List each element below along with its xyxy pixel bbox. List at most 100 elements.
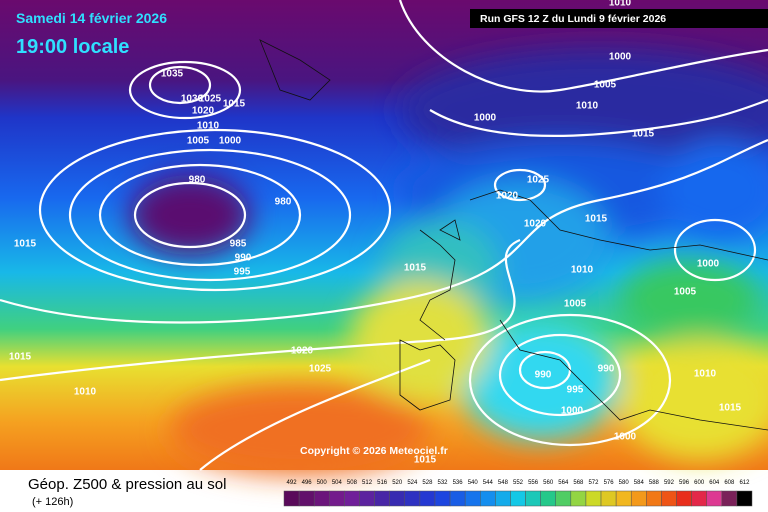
isobar-label: 1005 bbox=[187, 136, 210, 147]
scale-label: 556 bbox=[528, 480, 539, 486]
scale-label: 540 bbox=[468, 480, 479, 486]
scale-label: 612 bbox=[739, 480, 750, 486]
isobar-label: 1000 bbox=[697, 259, 720, 270]
time: 19:00 locale bbox=[16, 36, 129, 58]
scale-swatch bbox=[585, 490, 602, 507]
scale-swatch bbox=[510, 490, 526, 507]
scale-label: 560 bbox=[543, 480, 554, 486]
scale-label: 492 bbox=[287, 480, 298, 486]
lead-time: (+ 126h) bbox=[32, 496, 73, 508]
scale-label: 520 bbox=[392, 480, 403, 486]
isobar-label: 1000 bbox=[561, 406, 584, 417]
scale-label: 576 bbox=[604, 480, 615, 486]
scale-label: 568 bbox=[573, 480, 584, 486]
copyright: Copyright © 2026 Meteociel.fr bbox=[300, 445, 448, 457]
scale-swatch bbox=[283, 490, 300, 507]
scale-label: 532 bbox=[438, 480, 449, 486]
isobar-label: 1035 bbox=[161, 69, 184, 80]
scale-swatch bbox=[464, 490, 481, 507]
scale-label: 524 bbox=[407, 480, 418, 486]
scale-swatch bbox=[374, 490, 390, 507]
isobar-label: 985 bbox=[230, 239, 247, 250]
scale-swatch bbox=[555, 490, 572, 507]
isobar-label: 1025 bbox=[527, 175, 550, 186]
isobars bbox=[0, 0, 768, 470]
scale-label: 604 bbox=[709, 480, 720, 486]
isobar-label: 1020 bbox=[291, 346, 314, 357]
isobar-label: 990 bbox=[235, 253, 252, 264]
scale-swatch bbox=[449, 490, 466, 507]
scale-label: 508 bbox=[347, 480, 358, 486]
scale-label: 584 bbox=[634, 480, 645, 486]
isobar-label: 1005 bbox=[674, 287, 697, 298]
scale-label: 536 bbox=[453, 480, 464, 486]
scale-swatch bbox=[434, 490, 451, 507]
isobar-label: 1010 bbox=[571, 265, 594, 276]
scale-label: 512 bbox=[362, 480, 373, 486]
isobar-label: 990 bbox=[598, 364, 615, 375]
scale-label: 528 bbox=[422, 480, 433, 486]
isobar-label: 1010 bbox=[197, 121, 220, 132]
scale-swatch bbox=[359, 490, 375, 507]
isobar-label: 1010 bbox=[694, 369, 717, 380]
scale-label: 580 bbox=[619, 480, 630, 486]
isobar-label: 980 bbox=[189, 175, 206, 186]
scale-swatch bbox=[313, 490, 330, 507]
scale-label: 564 bbox=[558, 480, 569, 486]
isobar-label: 1020 bbox=[192, 106, 215, 117]
scale-swatch bbox=[630, 490, 647, 507]
coastlines bbox=[259, 39, 768, 431]
scale-swatch bbox=[344, 490, 360, 507]
isobar-label: 1000 bbox=[474, 113, 497, 124]
isobar-label: 1015 bbox=[404, 263, 427, 274]
scale-swatch bbox=[298, 490, 315, 507]
scale-label: 504 bbox=[332, 480, 343, 486]
isobar-label: 1015 bbox=[632, 129, 655, 140]
scale-label: 496 bbox=[302, 480, 313, 486]
scale-swatch bbox=[600, 490, 617, 507]
scale-swatch bbox=[706, 490, 723, 507]
scale-label: 596 bbox=[679, 480, 690, 486]
isobar-label: 1015 bbox=[585, 214, 608, 225]
scale-swatch bbox=[615, 490, 632, 507]
isobar-label: 1020 bbox=[524, 219, 547, 230]
scale-label: 500 bbox=[317, 480, 328, 486]
run-info: Run GFS 12 Z du Lundi 9 février 2026 bbox=[480, 13, 666, 25]
isobar-label: 995 bbox=[234, 267, 251, 278]
map: 1010 1035 1030 1025 1015 1020 1010 1005 1000 980 9… bbox=[0, 0, 768, 475]
scale-swatch bbox=[540, 490, 556, 507]
scale-swatch bbox=[721, 490, 738, 507]
scale-swatch bbox=[676, 490, 692, 507]
scale-swatch bbox=[404, 490, 421, 507]
isobar-label: 1015 bbox=[719, 403, 742, 414]
isobar-label: 1010 bbox=[576, 101, 599, 112]
scale-swatch bbox=[570, 490, 587, 507]
isobar-label: 1030 bbox=[181, 94, 204, 105]
scale-swatch bbox=[419, 490, 436, 507]
isobar-label: 1005 bbox=[594, 80, 617, 91]
isobar-label: 1010 bbox=[74, 387, 97, 398]
scale-label: 592 bbox=[664, 480, 675, 486]
isobar-label: 1025 bbox=[309, 364, 332, 375]
isobar-label: 1000 bbox=[614, 432, 637, 443]
scale-swatch bbox=[525, 490, 541, 507]
scale-swatch bbox=[329, 490, 345, 507]
isobar-label: 1020 bbox=[496, 191, 519, 202]
scale-swatch bbox=[736, 490, 753, 507]
footer-title: Géop. Z500 & pression au sol bbox=[28, 476, 226, 493]
scale-label: 600 bbox=[694, 480, 705, 486]
isobar-label: 1005 bbox=[564, 299, 587, 310]
scale-swatch bbox=[495, 490, 511, 507]
run-box bbox=[470, 9, 768, 28]
scale-label: 572 bbox=[588, 480, 599, 486]
scale-label: 548 bbox=[498, 480, 509, 486]
scale-label: 588 bbox=[649, 480, 660, 486]
scale-swatch bbox=[661, 490, 677, 507]
scale-swatch bbox=[389, 490, 406, 507]
isobar-label: 980 bbox=[275, 197, 292, 208]
isobar-label: 1015 bbox=[414, 455, 437, 466]
isobar-label: 1015 bbox=[9, 352, 32, 363]
scale-label: 516 bbox=[377, 480, 388, 486]
scale-label: 552 bbox=[513, 480, 524, 486]
